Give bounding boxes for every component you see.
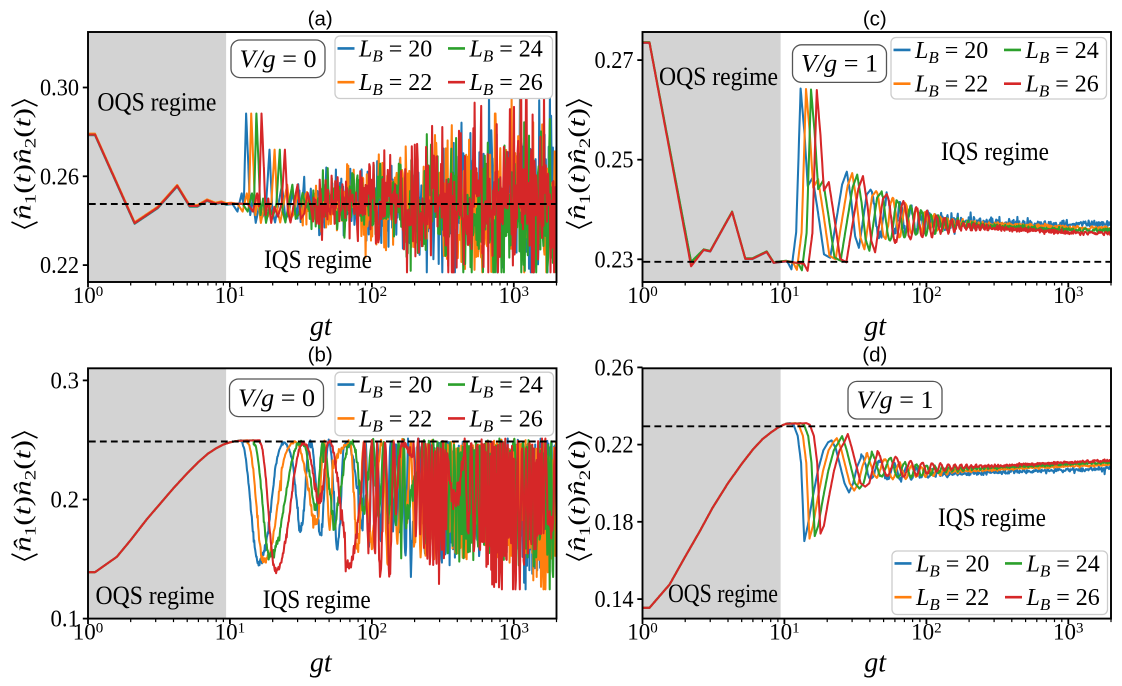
svg-text:LB = 20: LB = 20 <box>915 551 989 580</box>
svg-text:IQS regime: IQS regime <box>941 137 1049 166</box>
svg-text:LB = 26: LB = 26 <box>469 70 543 99</box>
svg-text:OQS regime: OQS regime <box>96 581 215 610</box>
svg-text:103: 103 <box>499 283 530 308</box>
svg-text:gt: gt <box>864 647 887 678</box>
svg-text:LB = 24: LB = 24 <box>1025 38 1099 67</box>
svg-text:(b): (b) <box>308 344 333 367</box>
svg-text:LB = 24: LB = 24 <box>469 36 543 65</box>
svg-text:LB = 22: LB = 22 <box>358 70 432 99</box>
svg-text:0.18: 0.18 <box>595 510 634 536</box>
svg-text:100: 100 <box>627 283 658 308</box>
svg-text:LB = 22: LB = 22 <box>915 585 989 614</box>
svg-text:0.26: 0.26 <box>595 355 634 381</box>
svg-text:(d): (d) <box>862 344 887 367</box>
svg-text:LB = 24: LB = 24 <box>469 373 543 402</box>
svg-text:n̂1(t)n̂2(t): n̂1(t)n̂2(t) <box>565 108 594 220</box>
svg-text:V/g = 1: V/g = 1 <box>857 387 934 414</box>
svg-text:IQS regime: IQS regime <box>938 503 1046 532</box>
svg-text:0.23: 0.23 <box>595 247 634 273</box>
svg-text:LB = 22: LB = 22 <box>914 72 988 101</box>
svg-text:LB = 20: LB = 20 <box>358 36 432 65</box>
svg-text:0.22: 0.22 <box>595 433 634 459</box>
svg-text:(a): (a) <box>308 7 333 30</box>
svg-text:0.14: 0.14 <box>595 587 634 613</box>
svg-text:(c): (c) <box>863 7 887 30</box>
svg-text:0.27: 0.27 <box>595 48 634 74</box>
svg-text:0.25: 0.25 <box>595 148 634 174</box>
svg-text:LB = 26: LB = 26 <box>1025 72 1099 101</box>
svg-text:OQS regime: OQS regime <box>97 87 216 116</box>
svg-text:V/g = 0: V/g = 0 <box>240 46 317 73</box>
svg-text:LB = 20: LB = 20 <box>358 373 432 402</box>
svg-text:LB = 20: LB = 20 <box>914 38 988 67</box>
svg-text:LB = 26: LB = 26 <box>1026 585 1100 614</box>
svg-text:IQS regime: IQS regime <box>264 245 372 274</box>
svg-text:0.22: 0.22 <box>40 253 79 279</box>
svg-text:0.3: 0.3 <box>51 368 80 394</box>
svg-text:n̂1(t)n̂2(t): n̂1(t)n̂2(t) <box>11 440 40 552</box>
svg-text:gt: gt <box>310 647 333 678</box>
svg-text:V/g = 0: V/g = 0 <box>238 385 315 412</box>
svg-text:LB = 22: LB = 22 <box>358 406 432 435</box>
svg-text:103: 103 <box>1053 283 1084 308</box>
svg-text:V/g = 1: V/g = 1 <box>801 51 878 78</box>
svg-text:0.26: 0.26 <box>40 164 79 190</box>
svg-text:n̂1(t)n̂2(t): n̂1(t)n̂2(t) <box>11 108 40 220</box>
svg-text:LB = 26: LB = 26 <box>469 406 543 435</box>
svg-text:0.1: 0.1 <box>51 607 80 633</box>
svg-text:n̂1(t)n̂2(t): n̂1(t)n̂2(t) <box>565 440 594 552</box>
svg-text:0.2: 0.2 <box>51 488 80 514</box>
svg-text:102: 102 <box>911 620 942 645</box>
svg-text:IQS regime: IQS regime <box>263 585 371 614</box>
svg-text:OQS regime: OQS regime <box>668 579 778 608</box>
svg-text:OQS regime: OQS regime <box>659 62 778 91</box>
svg-text:0.30: 0.30 <box>40 76 79 102</box>
svg-text:gt: gt <box>310 311 333 342</box>
svg-text:gt: gt <box>864 311 887 342</box>
svg-text:LB = 24: LB = 24 <box>1026 551 1100 580</box>
